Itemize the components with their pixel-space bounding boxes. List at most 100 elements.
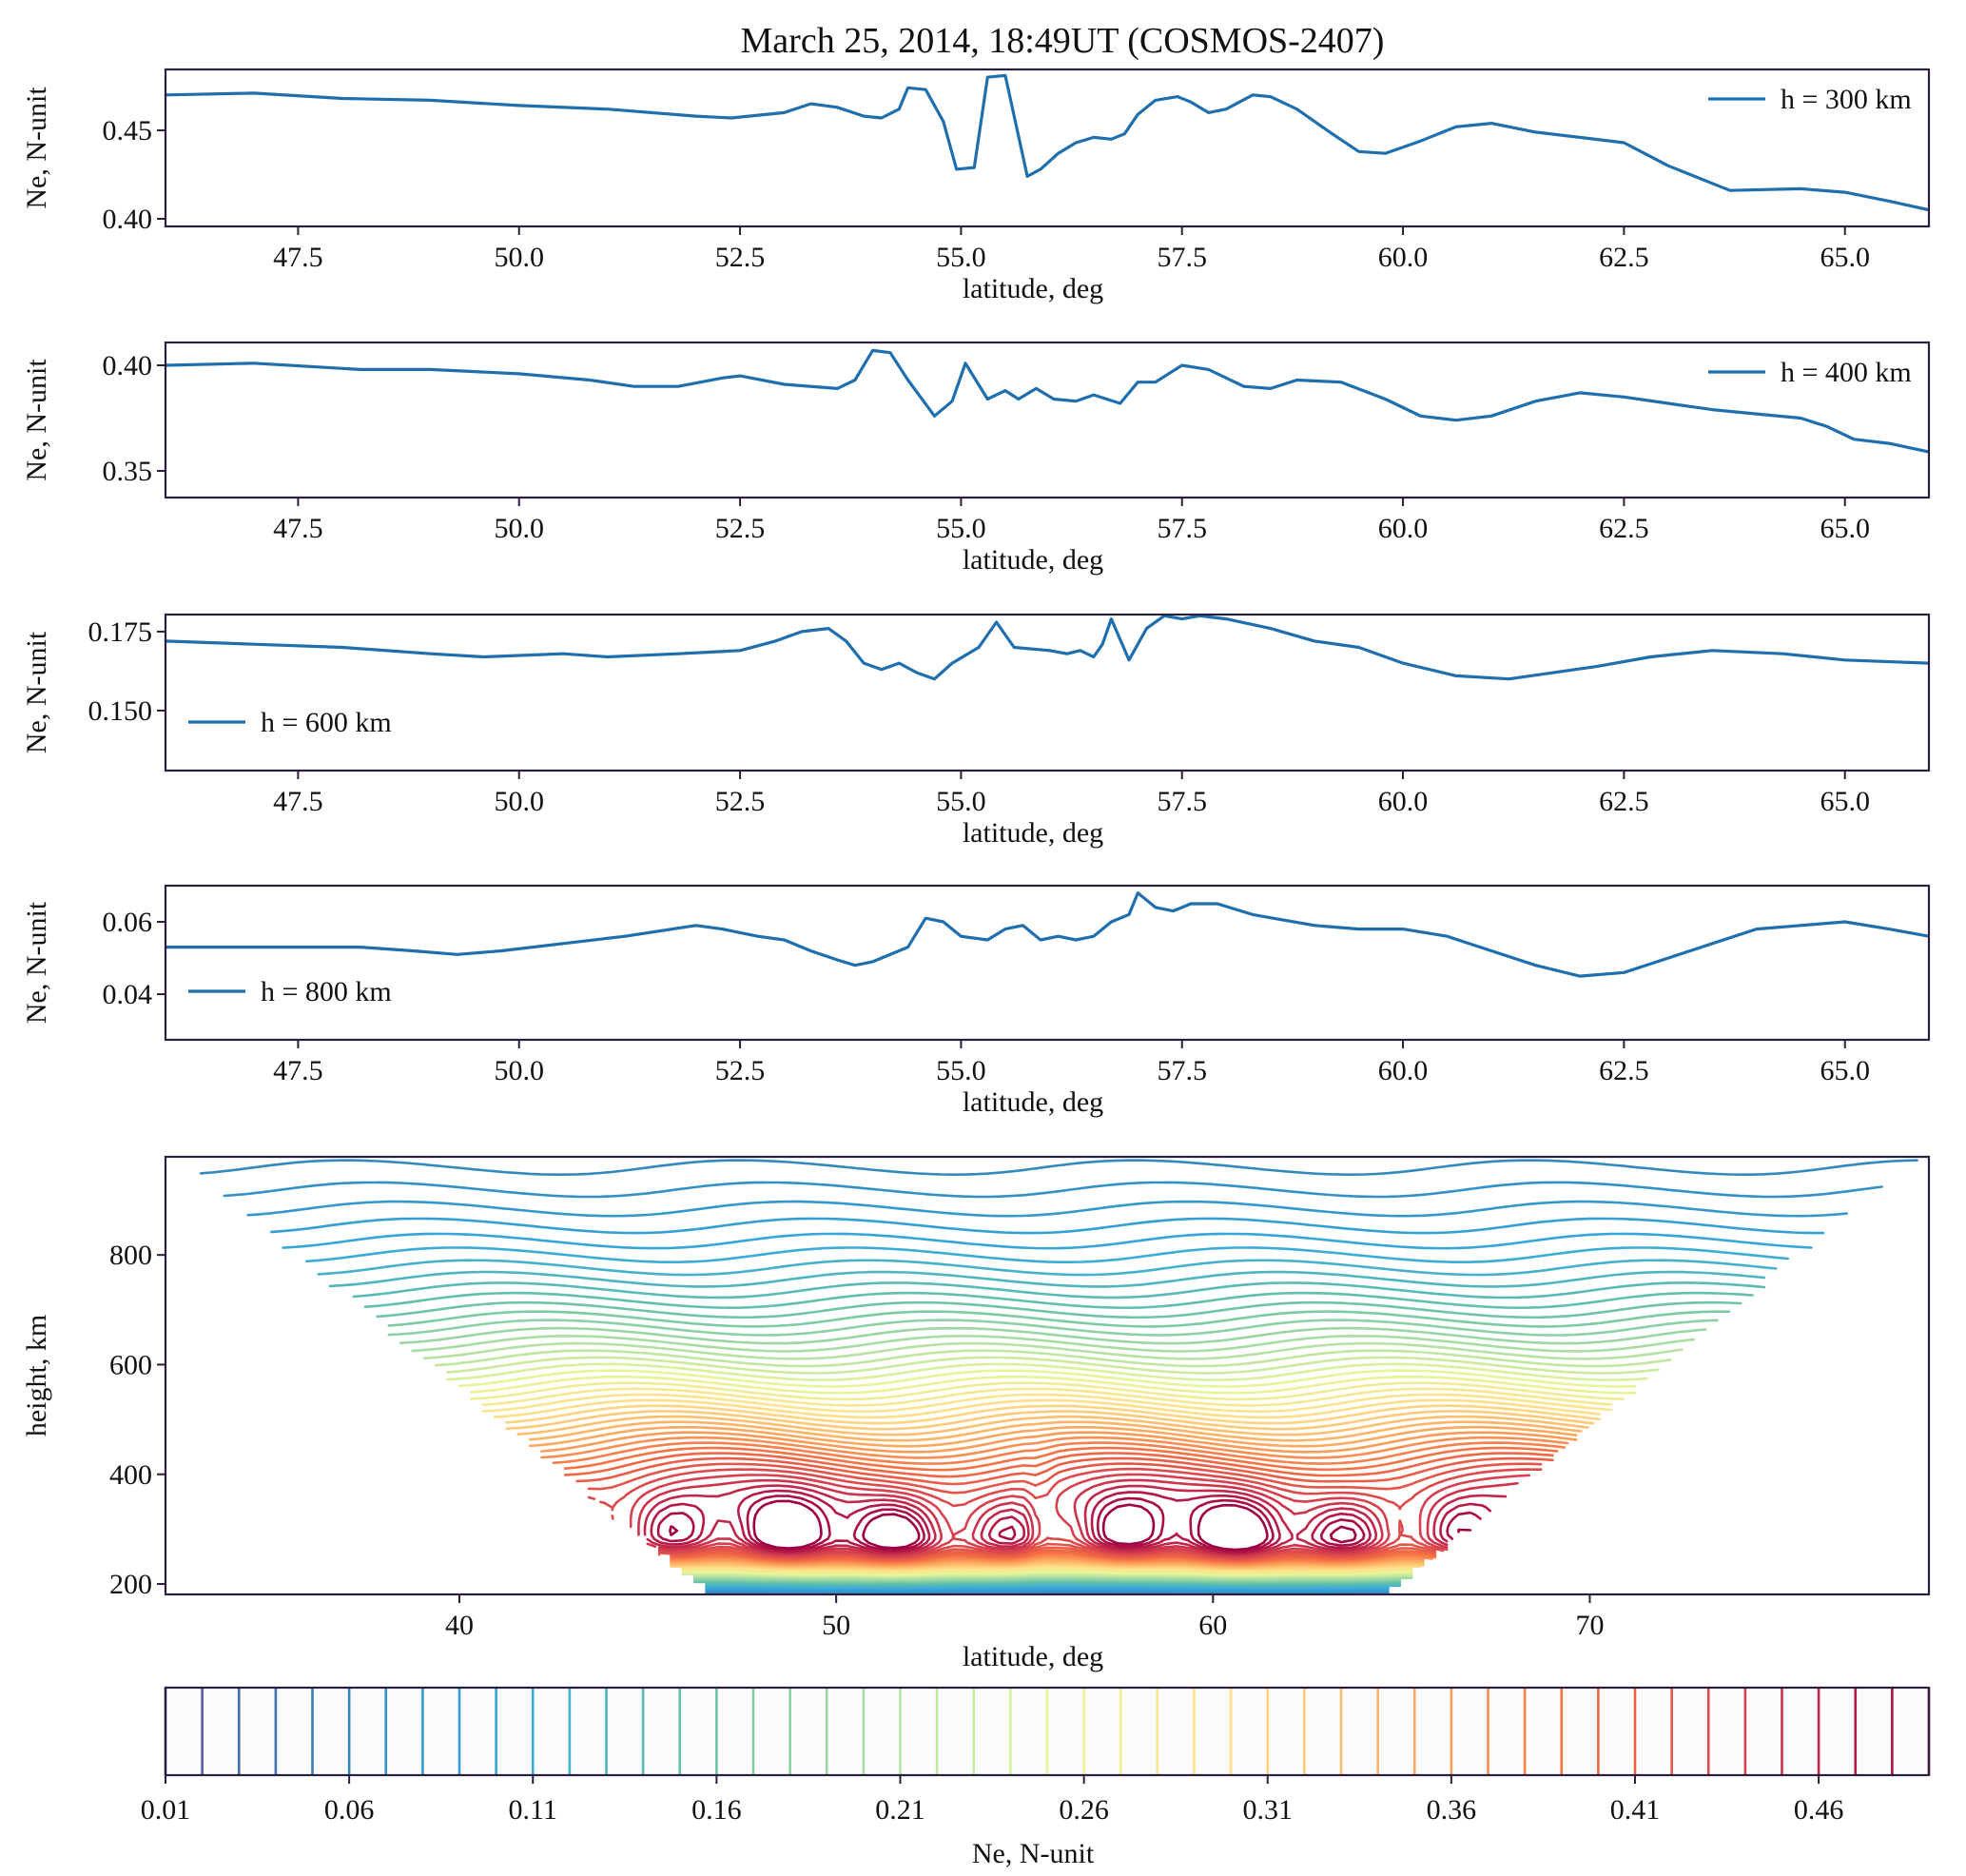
x-tick-label: 50 (822, 1610, 850, 1641)
panel-h300: 47.5 50.0 52.5 55.0 57.5 60.0 62.5 65.0 0.40 0.45… (21, 68, 1931, 304)
panel-contour: 40 50 60 70 200 400 600 800 latitude, deg height,… (21, 1155, 1931, 1672)
panel-h800: 47.5 50.0 52.5 55.0 57.5 60.0 62.5 65.0 0.04 0.06… (21, 884, 1931, 1118)
x-tick-label: 55.0 (936, 1055, 986, 1086)
axes-frame (164, 613, 1931, 772)
contour-lines (199, 1159, 1918, 1594)
colorbar-tick-label: 0.11 (509, 1794, 557, 1826)
contour-level-0.08 (246, 1200, 1848, 1593)
colorbar-tick-label: 0.41 (1610, 1794, 1661, 1826)
x-tick-label: 60 (1198, 1610, 1227, 1641)
y-tick-label: 0.40 (103, 204, 153, 235)
colorbar-tick-label: 0.01 (141, 1794, 191, 1826)
x-tick-label: 50.0 (494, 1055, 544, 1086)
panel-h400: 47.5 50.0 52.5 55.0 57.5 60.0 62.5 65.0 0.35 0.40… (21, 341, 1931, 576)
series-line-h400 (165, 348, 1929, 454)
contour-level-0.18 (387, 1319, 1719, 1582)
axes-frame (164, 884, 1931, 1042)
x-axis-label: latitude, deg (963, 1641, 1103, 1672)
legend: h = 300 km (1708, 84, 1912, 115)
y-axis-label: height, km (21, 1315, 52, 1436)
x-tick-label: 62.5 (1599, 513, 1649, 544)
colorbar-tick-label: 0.21 (875, 1794, 925, 1826)
series-line-h300 (165, 73, 1929, 212)
x-tick-label: 62.5 (1599, 242, 1649, 273)
x-tick-label: 62.5 (1599, 1055, 1649, 1086)
colorbar-tick-label: 0.36 (1427, 1794, 1477, 1826)
series-line-h600 (165, 615, 1929, 681)
contour-level-0.45 (637, 1478, 1519, 1557)
legend: h = 600 km (188, 707, 392, 738)
panel-h600: 47.5 50.0 52.5 55.0 57.5 60.0 62.5 65.0 0.150 0.1… (21, 613, 1931, 849)
x-tick-label: 55.0 (936, 513, 986, 544)
x-tick-label: 52.5 (715, 1055, 766, 1086)
colorbar-tick-label: 0.31 (1243, 1794, 1294, 1826)
y-axis-label: Ne, N-unit (21, 359, 52, 481)
x-tick-label: 60.0 (1378, 786, 1429, 817)
contour-level-0.07 (223, 1181, 1883, 1594)
x-tick-label: 52.5 (715, 513, 766, 544)
y-tick-label: 0.40 (103, 350, 153, 381)
legend-label: h = 300 km (1781, 84, 1912, 115)
legend-label: h = 600 km (261, 707, 392, 738)
colorbar-label: Ne, N-unit (972, 1838, 1095, 1869)
y-tick-label: 0.04 (103, 979, 153, 1010)
x-tick-label: 65.0 (1820, 1055, 1870, 1086)
x-axis-label: latitude, deg (963, 1086, 1103, 1118)
legend: h = 800 km (188, 976, 392, 1007)
x-tick-label: 50.0 (494, 786, 544, 817)
colorbar: 0.01 0.06 0.11 0.16 0.21 0.26 0.31 0.36 0.41 0.46… (141, 1686, 1931, 1869)
x-tick-label: 47.5 (273, 1055, 323, 1086)
colorbar-tick-label: 0.16 (691, 1794, 742, 1826)
x-tick-label: 65.0 (1820, 513, 1870, 544)
x-axis-label: latitude, deg (963, 544, 1103, 576)
y-tick-label: 0.175 (88, 616, 153, 648)
x-tick-label: 60.0 (1378, 513, 1429, 544)
y-tick-label: 0.150 (88, 695, 153, 727)
y-tick-label: 600 (109, 1349, 152, 1380)
colorbar-tick-label: 0.06 (324, 1794, 375, 1826)
x-tick-label: 65.0 (1820, 242, 1870, 273)
y-axis-label: Ne, N-unit (21, 87, 52, 209)
x-tick-label: 47.5 (273, 242, 323, 273)
y-tick-label: 400 (109, 1459, 152, 1491)
axes-frame (164, 1155, 1931, 1596)
x-tick-label: 57.5 (1157, 242, 1207, 273)
x-tick-label: 50.0 (494, 242, 544, 273)
contour-level-0.43 (587, 1467, 1543, 1559)
x-tick-label: 55.0 (936, 242, 986, 273)
contour-level-0.47 (650, 1489, 1492, 1554)
colorbar-tick-label: 0.26 (1059, 1794, 1109, 1826)
contour-level-0.17 (387, 1310, 1731, 1583)
x-tick-label: 70 (1575, 1610, 1604, 1641)
figure-title: March 25, 2014, 18:49UT (COSMOS-2407) (741, 21, 1385, 61)
x-tick-label: 52.5 (715, 242, 766, 273)
colorbar-frame (164, 1686, 1931, 1777)
y-axis-label: Ne, N-unit (21, 631, 52, 753)
legend-label: h = 800 km (261, 976, 392, 1007)
y-tick-label: 0.35 (103, 456, 153, 487)
x-tick-label: 62.5 (1599, 786, 1649, 817)
contour-level-0.48 (656, 1495, 1482, 1553)
contour-level-0.44 (629, 1473, 1531, 1558)
x-tick-label: 60.0 (1378, 1055, 1429, 1086)
x-tick-label: 47.5 (273, 513, 323, 544)
x-axis-label: latitude, deg (963, 817, 1103, 849)
x-axis-label: latitude, deg (963, 273, 1103, 304)
y-tick-label: 200 (109, 1569, 152, 1600)
y-tick-label: 0.06 (103, 907, 153, 938)
series-line-h800 (165, 890, 1929, 978)
axes-frame (164, 68, 1931, 228)
x-tick-label: 50.0 (494, 513, 544, 544)
y-tick-label: 0.45 (103, 115, 153, 147)
x-tick-label: 40 (445, 1610, 474, 1641)
y-tick-label: 800 (109, 1240, 152, 1271)
x-tick-label: 47.5 (273, 786, 323, 817)
contour-level-0.49 (669, 1499, 1472, 1552)
x-tick-label: 57.5 (1157, 786, 1207, 817)
x-tick-label: 57.5 (1157, 513, 1207, 544)
x-tick-label: 52.5 (715, 786, 766, 817)
x-tick-label: 60.0 (1378, 242, 1429, 273)
legend: h = 400 km (1708, 357, 1912, 388)
colorbar-tick-label: 0.46 (1794, 1794, 1844, 1826)
x-tick-label: 57.5 (1157, 1055, 1207, 1086)
